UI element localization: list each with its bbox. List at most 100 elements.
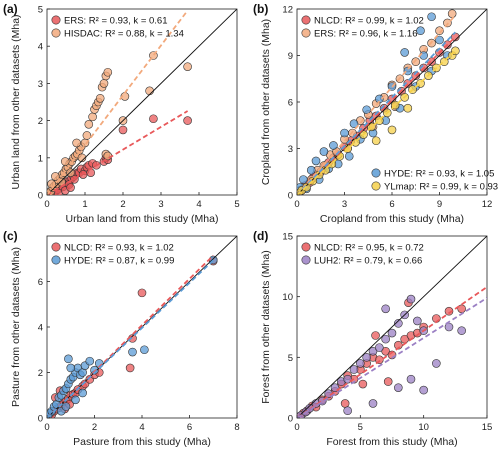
data-point [60, 157, 70, 166]
x-tick-label: 9 [437, 199, 442, 210]
x-tick-label: 4 [196, 199, 201, 210]
x-tick-label: 10 [418, 422, 429, 433]
legend-marker [51, 15, 61, 25]
data-point [411, 57, 421, 67]
data-point [343, 406, 352, 416]
data-point [299, 175, 308, 184]
y-axis-title: Cropland from other datasets (Mha) [260, 19, 272, 185]
one-to-one-line [47, 9, 237, 195]
plot-area [297, 9, 487, 195]
legend-entry: HYDE: R² = 0.87, k = 0.99 [64, 256, 174, 267]
data-point [344, 151, 354, 161]
data-point [340, 128, 349, 138]
x-tick-label: 3 [158, 199, 163, 210]
data-point [432, 359, 441, 368]
data-point [183, 62, 192, 71]
data-point [306, 165, 316, 175]
x-tick-label: 5 [358, 422, 363, 433]
y-tick-label: 4 [38, 42, 43, 53]
data-point [356, 359, 365, 368]
data-point [362, 353, 371, 362]
y-tick-label: 12 [282, 5, 293, 16]
panel-label: (d) [253, 229, 268, 243]
legend-marker [301, 28, 311, 38]
data-point [358, 379, 368, 389]
data-point [381, 346, 390, 356]
data-point [125, 363, 135, 373]
data-point [349, 119, 359, 128]
data-point [362, 105, 371, 115]
panel-c: 0 2 4 6 8 0 2 4 6 Pasture from this study (Mha) Pa… [3, 229, 240, 448]
x-tick-label: 0 [294, 422, 299, 433]
legend-marker [371, 168, 381, 178]
fit-line [47, 254, 214, 418]
data-point [457, 326, 466, 335]
x-tick-label: 0 [44, 199, 49, 210]
y-tick-label: 6 [288, 98, 293, 109]
legend-marker [301, 15, 311, 25]
fit-line [47, 10, 189, 195]
legend-entry: NLCD: R² = 0.93, k = 1.02 [64, 243, 174, 254]
data-point [145, 86, 154, 96]
data-point [416, 26, 425, 36]
data-point [381, 334, 390, 344]
data-point [319, 147, 329, 156]
data-point [457, 304, 466, 314]
data-point [371, 331, 380, 340]
data-point [375, 94, 384, 104]
y-tick-label: 0 [38, 191, 43, 202]
data-point [149, 114, 158, 124]
data-point [118, 125, 128, 135]
panel-b: 0 3 6 9 12 0 3 6 9 12 Cropland from this study (Mh… [253, 2, 498, 225]
data-point [435, 35, 444, 45]
data-point [51, 172, 60, 181]
data-point [85, 356, 95, 366]
fit-line [297, 36, 456, 195]
data-point [66, 183, 75, 192]
x-tick-label: 4 [139, 422, 144, 433]
x-tick-label: 3 [342, 199, 347, 210]
data-point [349, 365, 359, 374]
y-tick-label: 5 [288, 353, 293, 364]
y-axis-title: Pasture from other datasets (Mha) [10, 247, 22, 407]
data-point [394, 319, 403, 328]
data-point [403, 66, 413, 76]
panel-d: 0 5 10 15 0 5 10 15 Forest from this study (Mha)… [253, 229, 492, 448]
y-axis-title: Urban land from other datasets (Mha) [10, 14, 22, 189]
panel-a: 0 1 2 3 4 5 0 1 2 3 4 5 Urban land from this study (… [3, 2, 240, 225]
y-tick-label: 2 [38, 368, 43, 379]
data-point [311, 156, 321, 166]
plot-area [47, 9, 237, 195]
x-tick-label: 12 [482, 199, 493, 210]
y-tick-label: 3 [288, 144, 293, 155]
data-point [77, 153, 87, 163]
data-point [394, 383, 403, 392]
plot-area [47, 236, 237, 418]
data-point [72, 138, 81, 148]
plot-area [297, 236, 487, 418]
data-point [88, 112, 97, 122]
data-point [137, 288, 147, 298]
data-point [406, 294, 416, 304]
panel-label: (b) [253, 2, 268, 16]
x-tick-label: 0 [44, 422, 49, 433]
legend-entry: LUH2: R² = 0.79, k = 0.66 [314, 256, 422, 267]
panel-label: (c) [3, 229, 18, 243]
x-tick-label: 5 [234, 199, 239, 210]
data-point [371, 136, 381, 146]
y-tick-label: 10 [282, 292, 293, 303]
legend-marker [51, 242, 61, 252]
fit-line [47, 259, 214, 418]
data-point [413, 316, 422, 326]
y-tick-label: 0 [288, 414, 293, 425]
y-tick-label: 15 [282, 232, 293, 243]
legend-marker [301, 242, 311, 252]
data-point [103, 67, 113, 77]
fit-line [297, 297, 487, 418]
one-to-one-line [297, 236, 487, 418]
x-tick-label: 15 [482, 422, 493, 433]
data-point [66, 363, 76, 373]
x-tick-label: 2 [92, 422, 97, 433]
data-point [387, 125, 397, 135]
data-point [447, 9, 457, 18]
